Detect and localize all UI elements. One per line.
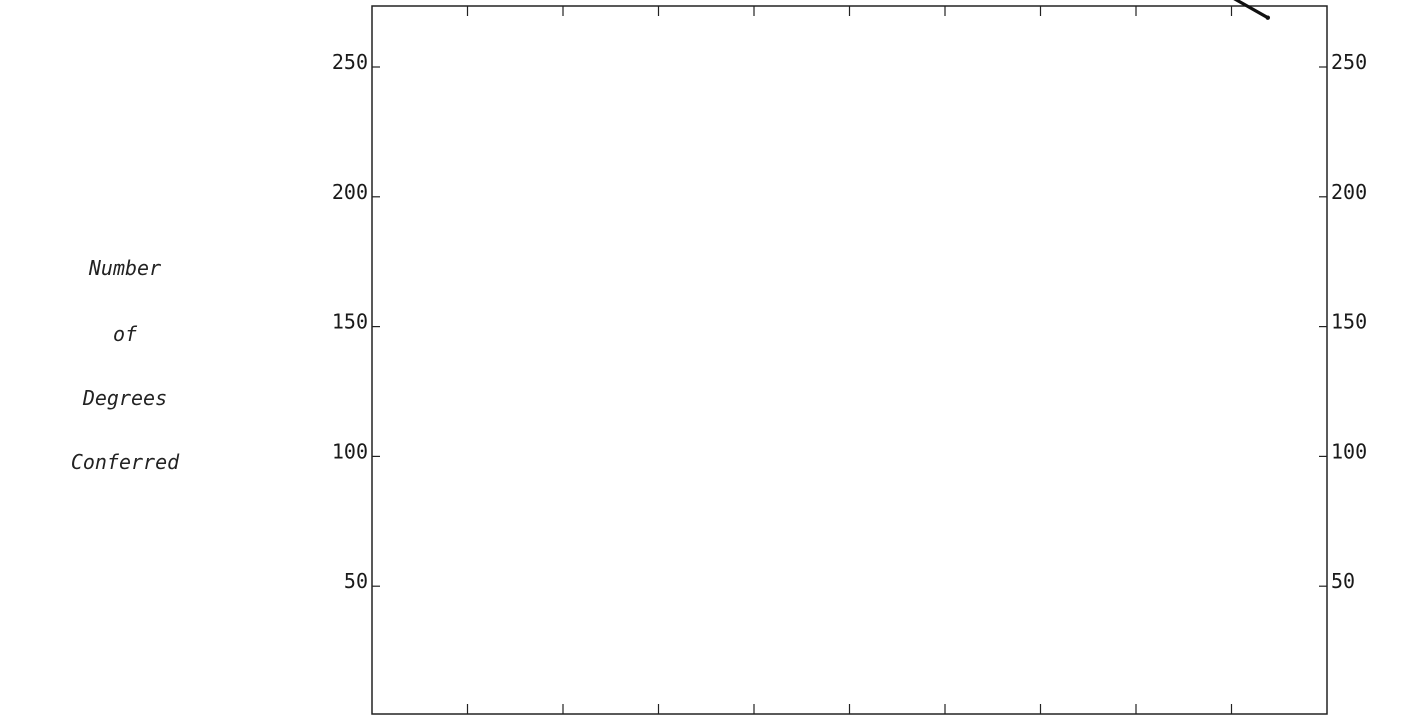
plot-frame (371, 5, 1328, 715)
y-tick-label-left: 250 (332, 50, 368, 74)
y-axis-label-line-2: of (112, 322, 138, 346)
y-tick-label-left: 100 (332, 439, 368, 463)
y-tick-label-left: 150 (332, 310, 368, 334)
y-axis-label-line-3: Degrees (82, 386, 168, 410)
tick-labels: 5050100100150150200200250250300300350350… (332, 50, 1367, 593)
y-tick-label-right: 100 (1331, 439, 1367, 463)
y-tick-label-right: 150 (1331, 310, 1367, 334)
y-tick-label-left: 200 (332, 180, 368, 204)
y-axis-label-line-1: Number (88, 256, 162, 280)
y-tick-label-left: 50 (344, 569, 368, 593)
y-axis-label-line-4: Conferred (70, 450, 180, 474)
data-point (1265, 15, 1271, 20)
y-tick-label-right: 50 (1331, 569, 1355, 593)
y-tick-label-right: 250 (1331, 50, 1367, 74)
series (1233, 0, 1271, 20)
y-tick-label-right: 200 (1331, 180, 1367, 204)
ticks (372, 6, 1327, 714)
series-line (1233, 0, 1270, 20)
